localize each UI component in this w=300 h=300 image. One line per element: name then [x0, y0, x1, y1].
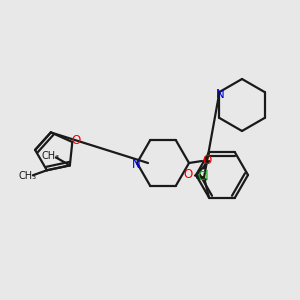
Text: CH₃: CH₃ [42, 152, 60, 161]
Text: N: N [216, 88, 225, 100]
Text: N: N [132, 158, 140, 170]
Text: O: O [202, 154, 211, 166]
Text: O: O [183, 168, 193, 181]
Text: O: O [72, 134, 81, 148]
Text: Cl: Cl [197, 170, 209, 183]
Text: CH₃: CH₃ [19, 171, 37, 181]
